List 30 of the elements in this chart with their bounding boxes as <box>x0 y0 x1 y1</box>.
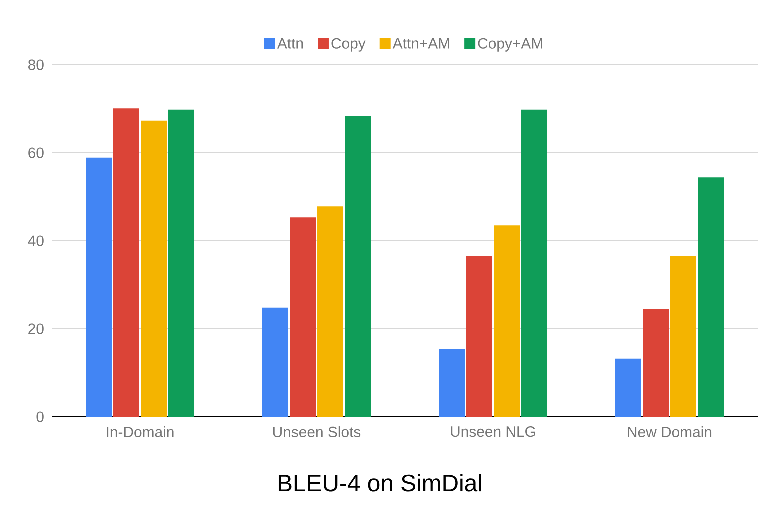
x-tick-label: Unseen NLG <box>451 426 536 438</box>
bar <box>643 309 670 417</box>
legend-label: Copy <box>332 38 366 52</box>
bar <box>522 110 548 417</box>
bar <box>318 206 344 417</box>
bar <box>114 108 140 417</box>
legend-label: Attn <box>277 38 304 49</box>
legend-label: Attn+AM <box>392 38 450 49</box>
bar <box>168 110 195 417</box>
y-tick-label: 60 <box>28 148 44 158</box>
bar <box>345 116 372 417</box>
bar <box>262 308 289 417</box>
x-tick-label: Unseen Slots <box>273 426 361 438</box>
bar <box>670 256 697 417</box>
y-tick-label: 80 <box>28 60 44 70</box>
x-tick-label: In-Domain <box>107 426 174 438</box>
bar <box>616 358 642 417</box>
bar <box>290 218 316 417</box>
text: BLEU-4 on SimDial <box>278 474 482 492</box>
y-tick-label: 40 <box>28 236 44 246</box>
bar <box>494 226 520 417</box>
bar <box>698 178 724 417</box>
bar <box>86 158 112 417</box>
legend-label: Copy+AM <box>478 38 542 52</box>
bar <box>466 256 493 417</box>
y-tick-label: 20 <box>28 324 44 334</box>
bar <box>439 349 466 417</box>
bar <box>141 120 167 417</box>
y-tick-label: 0 <box>36 412 44 422</box>
x-tick-label: New Domain <box>628 426 712 438</box>
